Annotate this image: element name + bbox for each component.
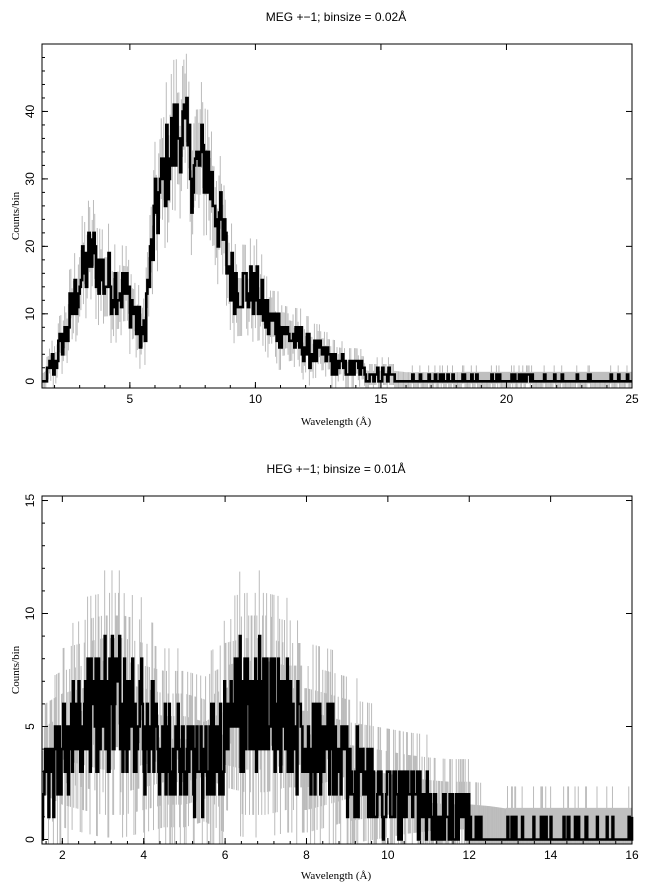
heg-title: HEG +−1; binsize = 0.01Å — [266, 461, 405, 476]
heg-marks — [41, 570, 634, 844]
heg-y-tick-label: 15 — [23, 494, 37, 508]
heg-x-axis-label: Wavelength (Å) — [301, 870, 372, 882]
meg-y-tick-label: 10 — [23, 307, 37, 321]
meg-x-tick-label: 20 — [500, 392, 514, 406]
meg-counts-histogram — [42, 96, 632, 383]
meg-x-tick-label: 10 — [249, 392, 263, 406]
heg-plot-frame — [41, 495, 633, 845]
meg-y-tick-label: 40 — [23, 104, 37, 118]
heg-y-tick-label: 0 — [23, 836, 37, 843]
meg-x-axis-label: Wavelength (Å) — [301, 416, 372, 428]
heg-y-axis-label: Counts/bin — [10, 645, 22, 694]
heg-x-tick-label: 6 — [222, 848, 229, 862]
heg-x-tick-label: 4 — [140, 848, 147, 862]
meg-y-tick-label: 20 — [23, 239, 37, 253]
meg-marks — [41, 53, 632, 388]
heg-panel: HEG +−1; binsize = 0.01Å 2 4 6 8 10 12 14 16 0 5… — [10, 461, 639, 882]
heg-counts-histogram — [41, 634, 634, 841]
heg-y-tick-label: 10 — [23, 607, 37, 621]
heg-x-tick-label: 14 — [544, 848, 558, 862]
heg-x-tick-label: 10 — [381, 848, 395, 862]
meg-x-tick-label: 5 — [127, 392, 134, 406]
meg-y-axis-label: Counts/bin — [10, 191, 22, 240]
meg-plot-frame — [41, 43, 633, 389]
meg-x-tick-label: 15 — [374, 392, 388, 406]
meg-x-axis: 5 10 15 20 25 — [54, 44, 639, 406]
heg-y-tick-label: 5 — [23, 723, 37, 730]
heg-y-axis: 0 5 10 15 — [23, 494, 632, 843]
heg-x-tick-label: 2 — [59, 848, 66, 862]
heg-x-tick-label: 16 — [625, 848, 639, 862]
meg-panel: MEG +−1; binsize = 0.02Å 5 10 15 20 25 0 10 20… — [10, 9, 639, 428]
meg-y-axis: 0 10 20 30 40 — [23, 43, 632, 385]
meg-y-tick-label: 30 — [23, 172, 37, 186]
meg-x-tick-label: 25 — [625, 392, 639, 406]
heg-x-tick-label: 12 — [463, 848, 477, 862]
heg-x-tick-label: 8 — [303, 848, 310, 862]
heg-x-axis: 2 4 6 8 10 12 14 16 — [45, 496, 639, 862]
meg-y-tick-label: 0 — [23, 378, 37, 385]
meg-title: MEG +−1; binsize = 0.02Å — [266, 9, 406, 24]
